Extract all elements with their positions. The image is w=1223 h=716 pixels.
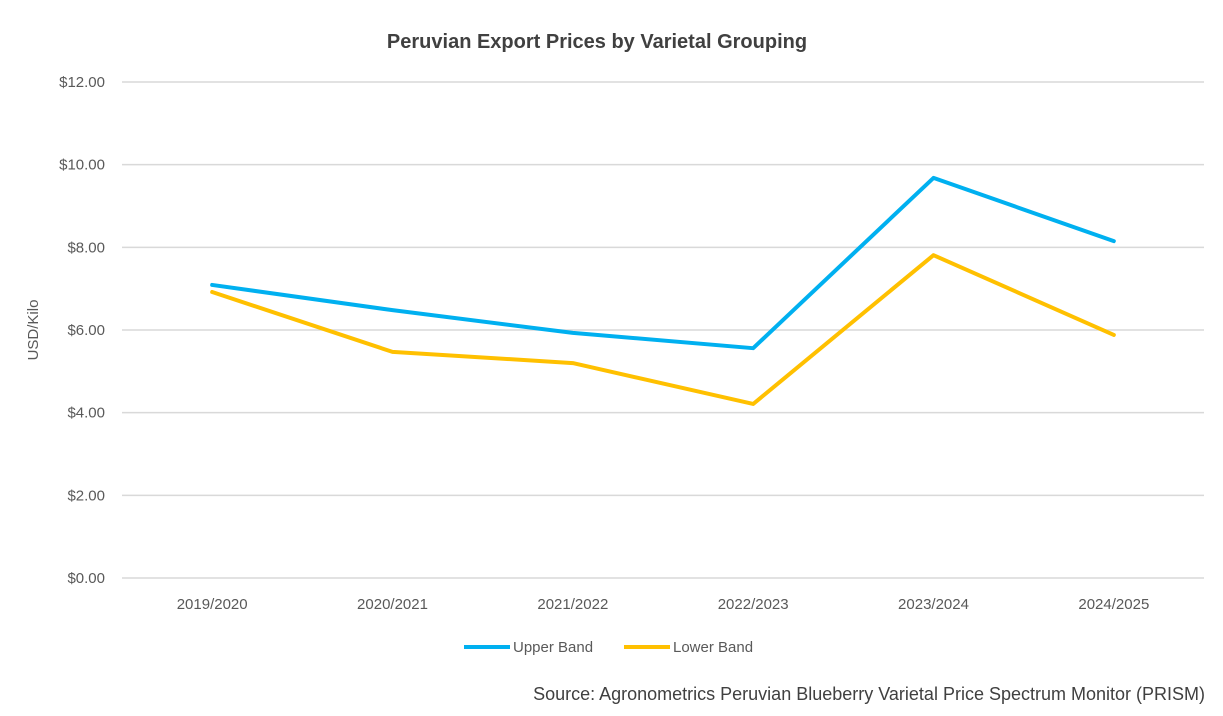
y-tick-label: $8.00 (67, 239, 105, 256)
y-tick-label: $4.00 (67, 405, 105, 422)
legend-label: Lower Band (673, 639, 753, 656)
chart-title: Peruvian Export Prices by Varietal Group… (387, 31, 807, 53)
legend-label: Upper Band (513, 639, 593, 656)
x-tick-label: 2021/2022 (537, 596, 608, 613)
y-axis-label: USD/Kilo (25, 300, 42, 361)
x-tick-label: 2022/2023 (718, 596, 789, 613)
x-tick-label: 2019/2020 (177, 596, 248, 613)
y-tick-label: $12.00 (59, 74, 105, 91)
x-tick-label: 2024/2025 (1078, 596, 1149, 613)
x-tick-label: 2023/2024 (898, 596, 969, 613)
y-tick-label: $0.00 (67, 570, 105, 587)
y-tick-label: $6.00 (67, 322, 105, 339)
source-note: Source: Agronometrics Peruvian Blueberry… (533, 684, 1205, 704)
y-tick-label: $10.00 (59, 157, 105, 174)
series-line-lower-band (210, 253, 1116, 406)
series-line-upper-band (210, 175, 1116, 351)
x-tick-label: 2020/2021 (357, 596, 428, 613)
y-tick-label: $2.00 (67, 487, 105, 504)
